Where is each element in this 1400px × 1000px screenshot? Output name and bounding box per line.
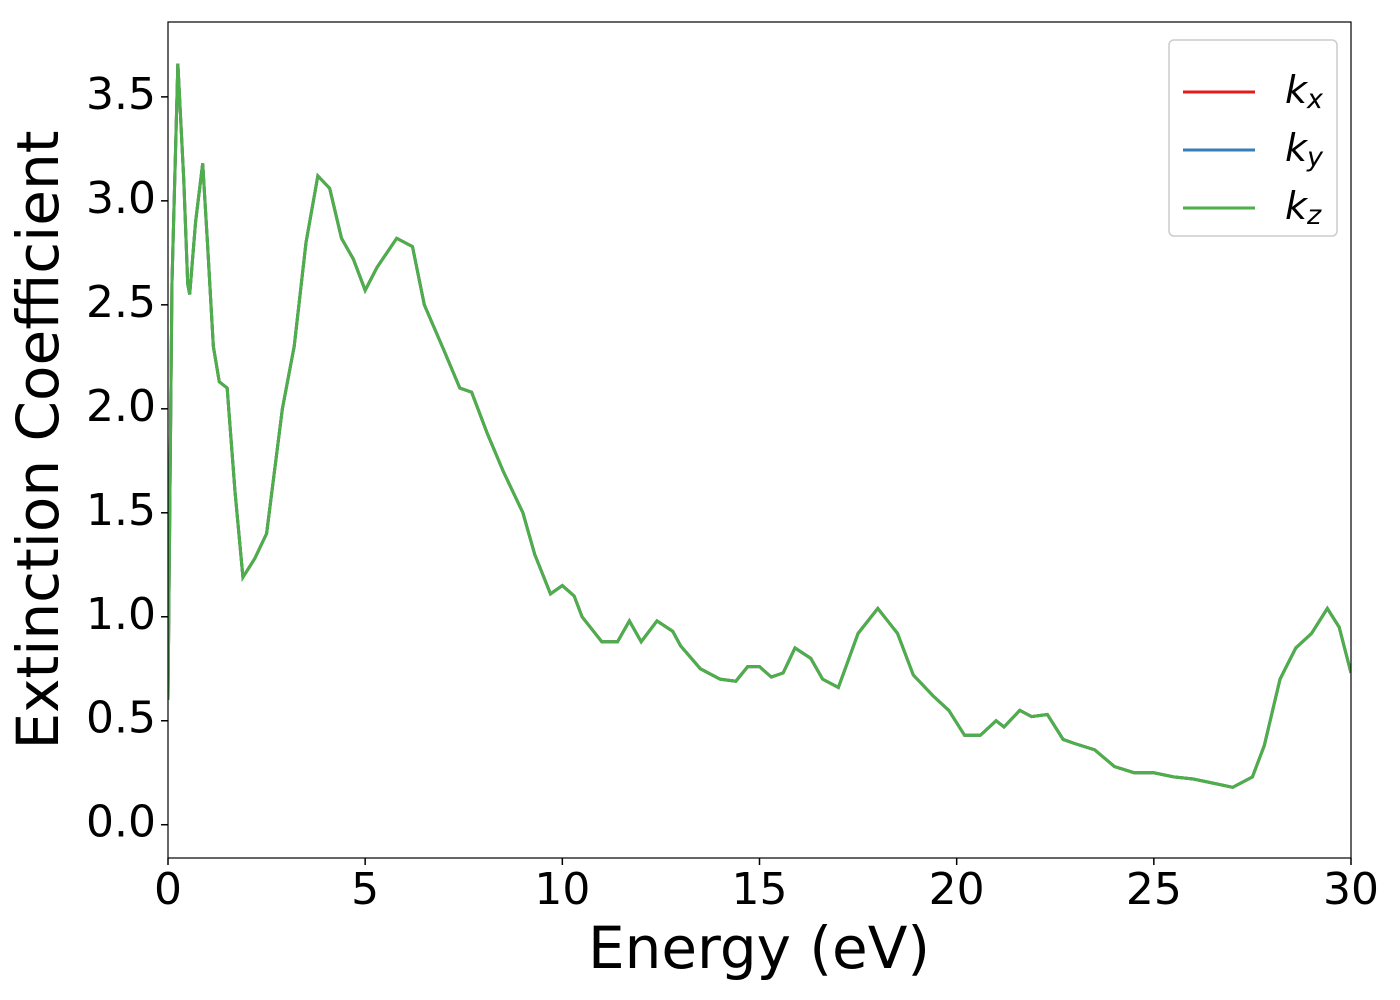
legend-box <box>1168 39 1338 237</box>
x-tick-label: 15 <box>732 864 788 915</box>
x-tick-label: 30 <box>1323 864 1379 915</box>
y-tick-label: 2.5 <box>86 277 156 328</box>
y-tick-label: 0.0 <box>86 797 156 848</box>
y-tick-label: 3.0 <box>86 173 156 224</box>
x-tick-label: 25 <box>1126 864 1182 915</box>
y-tick-label: 2.0 <box>86 381 156 432</box>
x-tick-label: 10 <box>534 864 590 915</box>
x-tick-label: 5 <box>351 864 379 915</box>
y-tick-label: 3.5 <box>86 69 156 120</box>
y-tick-label: 1.5 <box>86 485 156 536</box>
y-tick-label: 0.5 <box>86 693 156 744</box>
legend-label: ky <box>1285 126 1324 173</box>
y-tick-label: 1.0 <box>86 589 156 640</box>
x-axis-label: Energy (eV) <box>588 914 930 982</box>
x-tick-label: 0 <box>154 864 182 915</box>
legend-label: kx <box>1285 68 1324 115</box>
line <box>168 63 1351 789</box>
y-axis-label: Extinction Coefficient <box>4 131 72 750</box>
plot-frame <box>167 21 1352 859</box>
legend-label: kz <box>1285 184 1322 231</box>
x-tick-label: 20 <box>929 864 985 915</box>
